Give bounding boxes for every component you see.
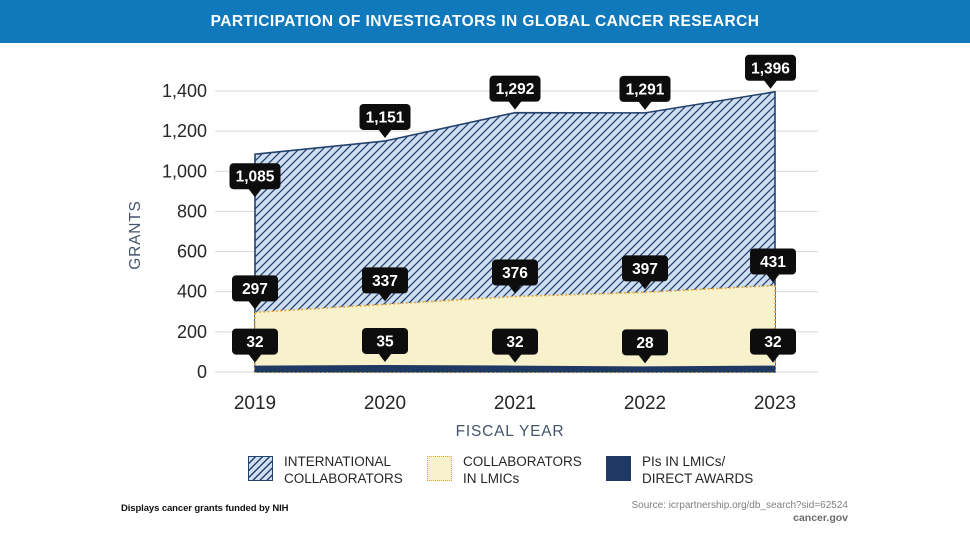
- data-label: 376: [492, 259, 538, 294]
- data-label: 297: [232, 275, 278, 310]
- svg-text:32: 32: [246, 334, 263, 351]
- data-label: 1,291: [619, 75, 671, 110]
- svg-text:32: 32: [764, 334, 781, 351]
- axis-tick-labels: 0 200 400 600 800 1,000 1,200 1,400 2019 2020 2021…: [162, 81, 796, 414]
- x-axis-title: FISCAL YEAR: [456, 423, 565, 440]
- x-tick: 2021: [494, 393, 536, 414]
- legend-label-line: IN LMICs: [463, 470, 520, 486]
- legend-item-collaborators-in-lmics: COLLABORATORS IN LMICs: [427, 454, 582, 487]
- svg-text:1,292: 1,292: [496, 81, 535, 98]
- svg-text:297: 297: [242, 281, 268, 298]
- x-tick: 2019: [234, 393, 276, 414]
- cancer-gov-wordmark: cancer.gov: [793, 512, 848, 524]
- legend-item-pis-in-lmics: PIs IN LMICs/ DIRECT AWARDS: [606, 454, 753, 487]
- data-label: 337: [362, 267, 408, 302]
- legend-label-line: INTERNATIONAL: [284, 454, 392, 469]
- title-bar: PARTICIPATION OF INVESTIGATORS IN GLOBAL…: [0, 0, 970, 43]
- participation-area-chart: 0 200 400 600 800 1,000 1,200 1,400 2019 2020 2021…: [127, 54, 818, 440]
- data-label: 1,085: [229, 163, 281, 198]
- y-tick: 0: [197, 362, 207, 382]
- svg-text:1,291: 1,291: [626, 81, 665, 98]
- svg-text:1,396: 1,396: [751, 60, 790, 77]
- x-tick: 2020: [364, 393, 406, 414]
- svg-text:431: 431: [760, 254, 786, 271]
- source-line: Source: icrpartnership.org/db_search?sid…: [631, 500, 848, 511]
- y-axis-title: GRANTS: [127, 200, 144, 269]
- legend-label: PIs IN LMICs/ DIRECT AWARDS: [642, 454, 753, 487]
- svg-text:337: 337: [372, 273, 398, 290]
- page-title: PARTICIPATION OF INVESTIGATORS IN GLOBAL…: [210, 12, 760, 30]
- hatched-swatch-icon: [248, 456, 273, 481]
- data-label: 431: [750, 248, 796, 283]
- footer-note: Displays cancer grants funded by NIH: [121, 503, 289, 514]
- svg-text:397: 397: [632, 261, 658, 278]
- legend-label-line: PIs IN LMICs/: [642, 454, 726, 469]
- svg-text:376: 376: [502, 265, 528, 282]
- legend-label-line: COLLABORATORS: [284, 470, 403, 486]
- chart-legend: INTERNATIONAL COLLABORATORS COLLABORATOR…: [0, 454, 970, 496]
- data-label: 35: [362, 327, 408, 362]
- y-tick: 400: [177, 282, 207, 302]
- svg-text:28: 28: [636, 335, 654, 352]
- x-tick: 2023: [754, 393, 796, 414]
- footer-source-block: Source: icrpartnership.org/db_search?sid…: [631, 499, 848, 525]
- svg-text:32: 32: [506, 334, 523, 351]
- data-label: 397: [622, 255, 668, 290]
- data-label: 1,292: [489, 75, 541, 110]
- svg-text:1,151: 1,151: [366, 109, 405, 126]
- y-tick: 1,200: [162, 121, 207, 141]
- legend-label-line: COLLABORATORS: [463, 454, 582, 469]
- area-solid: [255, 364, 775, 372]
- navy-swatch-icon: [606, 456, 631, 481]
- data-label: 32: [232, 328, 278, 363]
- legend-label-line: DIRECT AWARDS: [642, 470, 754, 486]
- y-tick: 1,000: [162, 161, 207, 181]
- data-label: 28: [622, 329, 668, 364]
- svg-text:1,085: 1,085: [236, 169, 275, 186]
- y-tick: 800: [177, 201, 207, 221]
- legend-label: INTERNATIONAL COLLABORATORS: [284, 454, 403, 487]
- data-labels: 1,085 1,151 1,292 1,291 1,396 297 337 376 397 431…: [229, 54, 796, 364]
- legend-label: COLLABORATORS IN LMICs: [463, 454, 582, 487]
- y-tick: 200: [177, 322, 207, 342]
- y-tick: 600: [177, 242, 207, 262]
- data-label: 32: [750, 328, 796, 363]
- dotted-yellow-swatch-icon: [427, 456, 452, 481]
- x-tick: 2022: [624, 393, 666, 414]
- data-label: 32: [492, 328, 538, 363]
- data-label: 1,151: [359, 103, 411, 138]
- legend-item-international-collaborators: INTERNATIONAL COLLABORATORS: [248, 454, 403, 487]
- svg-text:35: 35: [376, 333, 394, 350]
- y-tick: 1,400: [162, 81, 207, 101]
- data-label: 1,396: [745, 54, 796, 89]
